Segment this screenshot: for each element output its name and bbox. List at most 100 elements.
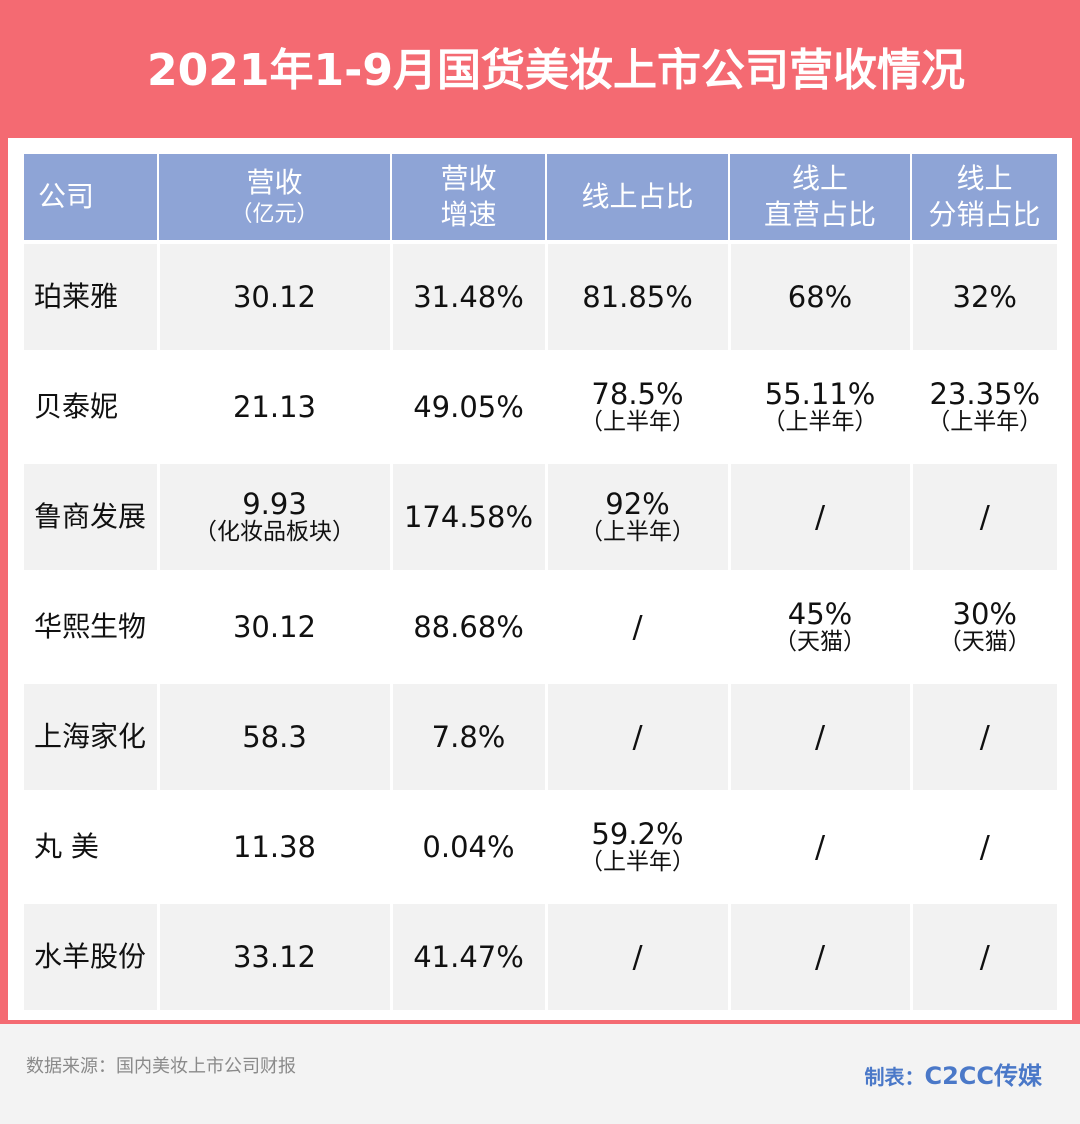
cell-revenue-value: 58.3	[242, 720, 307, 754]
cell-distribution-share: /	[911, 460, 1057, 572]
table-header-row: 公司 营收 （亿元） 营收 增速 线上占比 线上 直营占比	[24, 154, 1057, 242]
cell-online-share: 92% （上半年）	[546, 460, 731, 572]
cell-direct-share-value: 45%	[787, 597, 853, 631]
cell-growth-value: 88.68%	[413, 610, 524, 644]
cell-online-share-value: /	[632, 609, 643, 645]
cell-company: 贝泰妮	[24, 350, 160, 462]
cell-direct-share-value: 68%	[787, 280, 853, 314]
cell-distribution-share-value: /	[979, 499, 990, 535]
maker-label: 制表：	[864, 1065, 925, 1089]
cell-direct-share-value: /	[814, 829, 826, 865]
cell-online-share-value: 92%	[605, 487, 670, 521]
table-row: 上海家化 58.3 7.8% / / /	[24, 680, 1057, 792]
revenue-table: 公司 营收 （亿元） 营收 增速 线上占比 线上 直营占比	[24, 154, 1057, 1010]
cell-growth-value: 31.48%	[413, 280, 524, 314]
cell-company-value: 丸 美	[34, 830, 99, 863]
cell-direct-share: 55.11% （上半年）	[729, 350, 913, 462]
cell-direct-share: /	[729, 680, 913, 792]
cell-online-share-value: 81.85%	[582, 280, 693, 314]
cell-online-share: /	[546, 680, 731, 792]
cell-revenue: 30.12	[158, 240, 393, 352]
cell-distribution-share: 30% （天猫）	[911, 570, 1057, 682]
cell-growth-value: 0.04%	[422, 830, 515, 864]
cell-online-share-value: 59.2%	[591, 817, 684, 851]
cell-distribution-share: 32%	[911, 240, 1057, 352]
header-distribution-share: 线上 分销占比	[911, 154, 1057, 242]
cell-distribution-share-value: 23.35%	[929, 377, 1041, 411]
cell-distribution-share-value: 32%	[952, 280, 1017, 314]
cell-direct-share: /	[729, 790, 913, 902]
cell-company: 华熙生物	[24, 570, 160, 682]
cell-distribution-share: /	[911, 900, 1057, 1010]
cell-revenue: 21.13	[158, 350, 393, 462]
cell-distribution-share-value: /	[979, 939, 990, 975]
cell-revenue-note: （化妆品板块）	[194, 519, 355, 545]
cell-company: 水羊股份	[24, 900, 160, 1010]
cell-direct-share-value: /	[814, 939, 826, 975]
cell-company-value: 珀莱雅	[34, 280, 119, 313]
cell-direct-share-note: （天猫）	[774, 629, 866, 655]
cell-online-share-note: （上半年）	[580, 519, 695, 545]
header-online-share: 线上占比	[546, 154, 730, 242]
cell-growth: 31.48%	[391, 240, 548, 352]
cell-online-share-note: （上半年）	[580, 849, 695, 875]
cell-company: 上海家化	[24, 680, 160, 792]
cell-distribution-share: /	[911, 680, 1057, 792]
cell-direct-share-value: /	[814, 499, 826, 535]
cell-direct-share: 45% （天猫）	[729, 570, 913, 682]
cell-company: 鲁商发展	[24, 460, 160, 572]
cell-growth: 41.47%	[391, 900, 548, 1010]
cell-distribution-share: 23.35% （上半年）	[911, 350, 1057, 462]
maker-credit: 制表：C2CC传媒	[864, 1056, 1042, 1091]
header-company: 公司	[24, 154, 159, 242]
cell-company-value: 水羊股份	[34, 940, 147, 973]
cell-direct-share: 68%	[729, 240, 913, 352]
header-growth: 营收 增速	[391, 154, 547, 242]
cell-direct-share-value: /	[814, 719, 826, 755]
cell-revenue-value: 30.12	[232, 610, 317, 644]
data-source-note: 数据来源：国内美妆上市公司财报	[26, 1056, 296, 1077]
table-row: 贝泰妮 21.13 49.05% 78.5% （上半年） 55.11% （上半年） 23.35…	[24, 350, 1057, 462]
cell-direct-share: /	[729, 460, 913, 572]
cell-growth: 49.05%	[391, 350, 548, 462]
cell-direct-share: /	[729, 900, 913, 1010]
cell-online-share: /	[546, 570, 731, 682]
table-row: 华熙生物 30.12 88.68%/45% （天猫） 30% （天猫）	[24, 570, 1057, 682]
page-title: 2021年1-9月国货美妆上市公司营收情况	[147, 45, 965, 96]
cell-distribution-share: /	[911, 790, 1057, 902]
cell-revenue-value: 9.93	[242, 487, 307, 521]
cell-company-value: 华熙生物	[34, 610, 147, 643]
cell-company-value: 上海家化	[34, 720, 147, 753]
cell-revenue-value: 11.38	[232, 830, 317, 864]
maker-name: C2CC传媒	[924, 1062, 1042, 1090]
cell-online-share-value: 78.5%	[591, 377, 684, 411]
cell-online-share: 78.5% （上半年）	[546, 350, 731, 462]
cell-revenue: 11.38	[158, 790, 393, 902]
cell-growth-value: 7.8%	[431, 720, 506, 754]
cell-growth: 174.58%	[391, 460, 548, 572]
cell-revenue: 30.12	[158, 570, 393, 682]
table-row: 水羊股份 33.12 41.47% / / /	[24, 900, 1057, 1010]
cell-distribution-share-note: （上半年）	[927, 409, 1043, 435]
cell-company: 丸 美	[24, 790, 160, 902]
cell-growth-value: 49.05%	[413, 390, 524, 424]
cell-online-share: /	[546, 900, 731, 1010]
cell-revenue: 58.3	[158, 680, 393, 792]
cell-revenue-value: 30.12	[232, 280, 317, 314]
cell-growth: 88.68%	[391, 570, 548, 682]
cell-revenue-value: 33.12	[232, 940, 317, 974]
cell-online-share: 59.2% （上半年）	[546, 790, 731, 902]
header-direct-share: 线上 直营占比	[729, 154, 912, 242]
cell-distribution-share-value: /	[979, 829, 990, 865]
cell-revenue: 33.12	[158, 900, 393, 1010]
cell-online-share-value: /	[632, 719, 643, 755]
header-revenue: 营收 （亿元）	[158, 154, 392, 242]
cell-revenue: 9.93 （化妆品板块）	[158, 460, 393, 572]
cell-growth: 0.04%	[391, 790, 548, 902]
cell-growth-value: 174.58%	[403, 500, 534, 534]
cell-revenue-value: 21.13	[232, 390, 317, 424]
cell-growth-value: 41.47%	[413, 940, 524, 974]
cell-growth: 7.8%	[391, 680, 548, 792]
cell-distribution-share-value: 30%	[952, 597, 1017, 631]
cell-online-share-value: /	[632, 939, 643, 975]
